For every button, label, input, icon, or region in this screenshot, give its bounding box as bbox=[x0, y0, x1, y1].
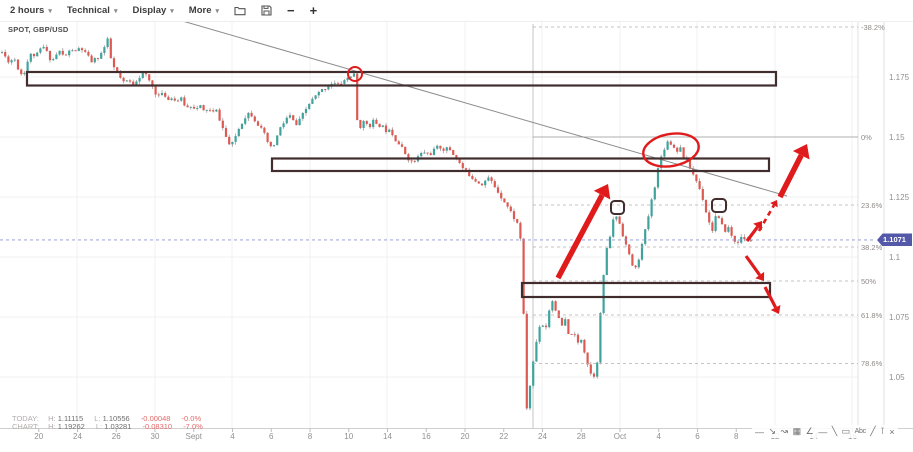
date-axis-label: 4 bbox=[656, 432, 661, 441]
peak-ellipse bbox=[642, 132, 700, 168]
date-axis-label: 6 bbox=[269, 432, 274, 441]
grid-tool-icon[interactable]: ▦ bbox=[792, 426, 802, 436]
date-axis-label: 8 bbox=[734, 432, 739, 441]
legend-row-chart: CHART: H: 1.19262 L: 1.03281 -0.08310 -7… bbox=[12, 422, 203, 431]
fib-retracement bbox=[533, 26, 858, 364]
date-axis-label: 10 bbox=[344, 432, 354, 441]
date-axis-label: 20 bbox=[460, 432, 470, 441]
chevron-down-icon: ▾ bbox=[113, 7, 118, 15]
price-axis-label: 1.125 bbox=[889, 192, 910, 202]
symbol-label: SPOT, GBP/USD bbox=[8, 25, 69, 34]
red-arrow bbox=[777, 154, 804, 199]
date-axis-label: 28 bbox=[576, 432, 586, 441]
zone-rectangle bbox=[25, 70, 778, 87]
candlestick-series bbox=[0, 36, 752, 411]
chart-low: 1.03281 bbox=[104, 422, 132, 431]
zone-rectangle bbox=[520, 281, 772, 299]
today-change-pct: -0.0% bbox=[181, 414, 202, 423]
date-axis-label: 24 bbox=[73, 432, 82, 441]
fib-level-label: 61.8% bbox=[861, 310, 883, 320]
date-axis-label: 20 bbox=[34, 432, 44, 441]
top-toolbar: 2 hours ▾ Technical ▾ Display ▾ More ▾ − + bbox=[0, 0, 913, 22]
date-axis-label: 24 bbox=[538, 432, 547, 441]
chart-change-pct: -7.0% bbox=[183, 422, 203, 431]
segment-tool-icon[interactable]: ╲ bbox=[831, 426, 838, 436]
rect-tool-icon[interactable]: ▭ bbox=[841, 426, 851, 436]
date-axis-label: Sept bbox=[185, 432, 202, 441]
fib-level-label: 23.6% bbox=[861, 200, 883, 210]
chart-high: 1.19262 bbox=[57, 422, 85, 431]
price-axis-label: 1.05 bbox=[889, 372, 905, 382]
price-axis-label: 1.175 bbox=[889, 72, 910, 82]
fib-level-label: 50% bbox=[861, 277, 877, 286]
legend-label: CHART: bbox=[12, 422, 39, 431]
price-axis-label: 1.1 bbox=[889, 252, 901, 262]
date-axis-label: 8 bbox=[307, 432, 313, 441]
save-icon[interactable] bbox=[261, 5, 272, 16]
fib-level-label: 78.6% bbox=[861, 359, 883, 369]
fib-level-label: 0% bbox=[861, 133, 872, 142]
fib-level-label: 38.2% bbox=[861, 243, 883, 253]
date-axis-label: 22 bbox=[499, 432, 509, 441]
zoom-in-button[interactable]: + bbox=[309, 3, 318, 18]
menu-more[interactable]: More ▾ bbox=[188, 5, 219, 16]
current-price-badge: 1.1071 bbox=[877, 233, 912, 247]
polyline-tool-icon[interactable]: ↝ bbox=[780, 426, 789, 436]
breakdown-circle bbox=[347, 66, 363, 82]
date-axis-label: 16 bbox=[421, 432, 431, 441]
swing-high-marker bbox=[711, 198, 727, 213]
direction-arrows bbox=[555, 144, 810, 314]
zone-rectangle bbox=[270, 157, 771, 173]
zoom-out-button[interactable]: − bbox=[287, 3, 295, 18]
red-arrow bbox=[745, 225, 759, 242]
today-low: 1.10556 bbox=[102, 414, 130, 423]
fib-level-label: -38.2% bbox=[861, 22, 885, 32]
arrow-tool-icon[interactable]: ↘ bbox=[768, 426, 777, 436]
today-high: 1.11115 bbox=[57, 414, 84, 423]
date-axis-label: 6 bbox=[695, 432, 700, 441]
red-arrow bbox=[555, 193, 605, 280]
descending-trendline bbox=[147, 10, 788, 197]
close-tool-icon[interactable]: × bbox=[889, 426, 895, 437]
hline-tool-icon[interactable]: — bbox=[818, 426, 828, 437]
red-arrow bbox=[744, 255, 761, 276]
ray-tool-icon[interactable]: ╱ bbox=[870, 426, 876, 436]
legend-row-today: TODAY: H: 1.11115 L: 1.10556 -0.00048 -0… bbox=[12, 414, 202, 423]
angle-tool-icon[interactable]: ∠ bbox=[805, 426, 814, 436]
price-axis-label: 1.15 bbox=[889, 132, 905, 142]
swing-high-marker bbox=[610, 200, 625, 215]
menu-technical[interactable]: Technical ▾ bbox=[66, 5, 118, 16]
date-axis-label: 26 bbox=[111, 432, 121, 441]
open-folder-icon[interactable] bbox=[234, 5, 246, 16]
trendline-tool-icon[interactable]: — bbox=[755, 426, 764, 437]
price-axis-label: 1.075 bbox=[889, 312, 910, 322]
date-axis-label: Oct bbox=[613, 432, 627, 441]
chevron-down-icon: ▾ bbox=[48, 7, 52, 15]
today-change: -0.00048 bbox=[140, 414, 171, 423]
drawing-toolbar: — ↘ ↝ ▦ ∠ — ╲ ▭ Abc ╱ ⊺ × bbox=[752, 425, 898, 438]
red-arrow bbox=[763, 286, 778, 309]
legend-label: TODAY: bbox=[12, 414, 39, 423]
menu-interval[interactable]: 2 hours ▾ bbox=[10, 5, 52, 16]
gridlines bbox=[0, 22, 858, 428]
vline-tool-icon[interactable]: ⊺ bbox=[880, 426, 885, 436]
chevron-down-icon: ▾ bbox=[215, 7, 219, 15]
date-axis-label: 30 bbox=[150, 432, 160, 441]
menu-display[interactable]: Display ▾ bbox=[132, 5, 174, 16]
date-axis-label: 4 bbox=[230, 432, 235, 441]
highlight-shapes bbox=[347, 66, 700, 168]
date-axis-label: 14 bbox=[383, 432, 392, 441]
support-resistance-zones bbox=[25, 70, 778, 299]
chart-change: -0.08310 bbox=[142, 422, 173, 431]
text-tool-icon[interactable]: Abc bbox=[854, 428, 866, 435]
chevron-down-icon: ▾ bbox=[170, 7, 174, 15]
